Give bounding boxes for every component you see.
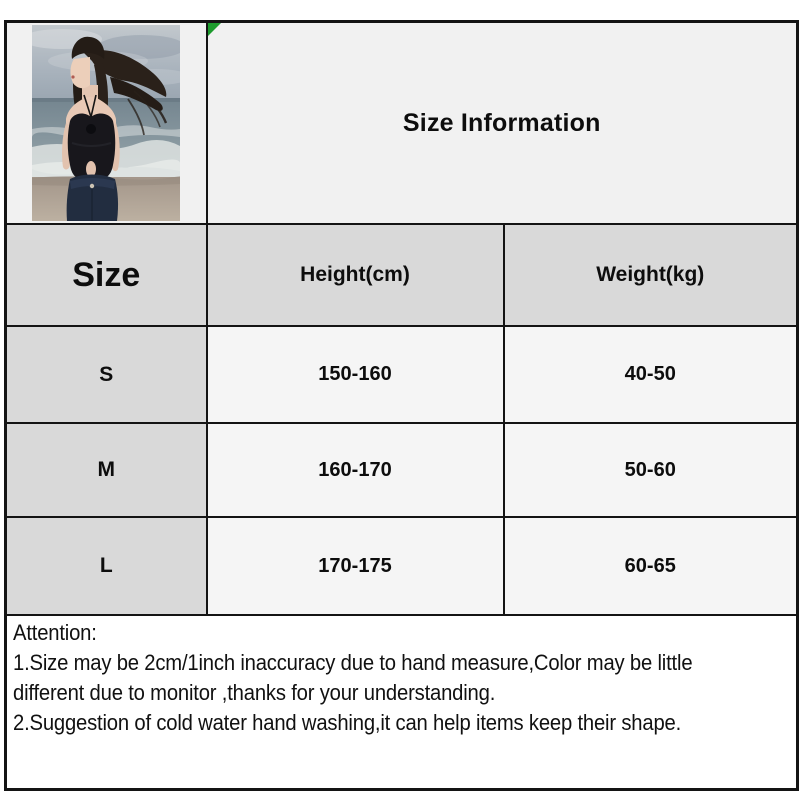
height-value-l: 170-175 <box>205 516 505 616</box>
attention-line: 1.Size may be 2cm/1inch inaccuracy due t… <box>13 650 693 675</box>
header-cell-height: Height(cm) <box>205 223 505 327</box>
product-photo-cell <box>4 20 208 225</box>
attention-note-box: Attention: 1.Size may be 2cm/1inch inacc… <box>4 614 799 791</box>
table-row-m: M 160-170 50-60 <box>4 422 799 518</box>
size-label-l: L <box>4 516 208 616</box>
table-header-row: Size Height(cm) Weight(kg) <box>4 223 799 327</box>
attention-line: 2.Suggestion of cold water hand washing,… <box>13 710 682 735</box>
table-row-s: S 150-160 40-50 <box>4 325 799 424</box>
green-triangle-icon <box>208 23 221 35</box>
model-figure <box>62 36 168 221</box>
title-cell: Size Information <box>205 20 799 225</box>
size-information-title: Size Information <box>402 108 601 137</box>
header-cell-weight: Weight(kg) <box>502 223 799 327</box>
size-information-table: Size Information Size Height(cm) Weight(… <box>4 20 800 791</box>
attention-line: different due to monitor ,thanks for you… <box>13 680 496 705</box>
weight-value-s: 40-50 <box>502 325 799 424</box>
header-cell-size: Size <box>4 223 208 327</box>
height-value-m: 160-170 <box>205 422 505 518</box>
table-row-l: L 170-175 60-65 <box>4 516 799 616</box>
weight-value-l: 60-65 <box>502 516 799 616</box>
size-label-s: S <box>4 325 208 424</box>
weight-value-m: 50-60 <box>502 422 799 518</box>
height-value-s: 150-160 <box>205 325 505 424</box>
attention-heading: Attention: <box>13 620 97 645</box>
attention-row: Attention: 1.Size may be 2cm/1inch inacc… <box>4 614 799 791</box>
product-photo <box>32 25 181 221</box>
banner-row: Size Information <box>4 20 799 225</box>
size-label-m: M <box>4 422 208 518</box>
